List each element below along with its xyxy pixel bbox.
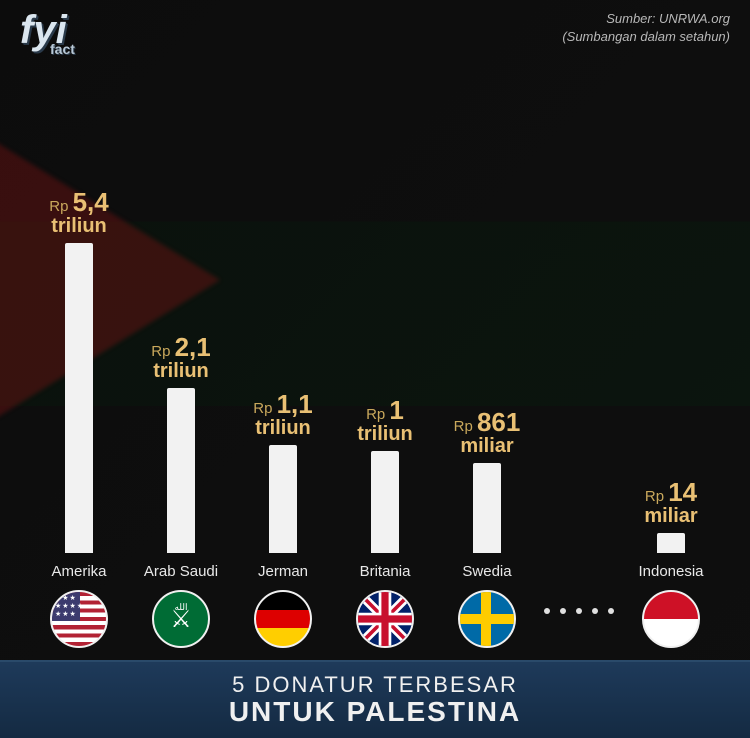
flag-icon <box>50 590 108 648</box>
chart-column: Rp 1 triliun Britania <box>338 397 432 648</box>
flag-icon <box>642 590 700 648</box>
value-unit: triliun <box>253 418 313 439</box>
country-name: Britania <box>360 563 411 580</box>
value-number: 1 <box>389 395 403 425</box>
bar <box>473 463 501 553</box>
value-number: 5,4 <box>73 187 109 217</box>
country-name: Indonesia <box>638 563 703 580</box>
bar-value-label: Rp 5,4 triliun <box>49 189 109 237</box>
flag-icon <box>356 590 414 648</box>
currency-prefix: Rp <box>645 488 668 505</box>
dot <box>544 608 550 614</box>
chart-column: Rp 1,1 triliun Jerman <box>236 391 330 648</box>
dot <box>592 608 598 614</box>
value-number: 861 <box>477 407 520 437</box>
chart-column: Rp 861 miliar Swedia <box>440 409 534 648</box>
value-unit: triliun <box>49 216 109 237</box>
bar <box>657 533 685 553</box>
currency-prefix: Rp <box>454 418 477 435</box>
bar <box>65 243 93 553</box>
source-citation: Sumber: UNRWA.org (Sumbangan dalam setah… <box>562 10 730 46</box>
logo-subtext: fact <box>50 44 75 55</box>
chart-column: Rp 14 miliar Indonesia <box>624 479 718 648</box>
bar <box>167 388 195 553</box>
value-number: 14 <box>668 477 697 507</box>
country-name: Swedia <box>462 563 511 580</box>
flag-icon <box>152 590 210 648</box>
currency-prefix: Rp <box>253 400 276 417</box>
bar-value-label: Rp 1 triliun <box>357 397 413 445</box>
value-unit: miliar <box>644 506 697 527</box>
flag-icon <box>458 590 516 648</box>
value-number: 1,1 <box>277 389 313 419</box>
donation-bar-chart: Rp 5,4 triliun Amerika Rp 2,1 triliun Ar… <box>0 90 750 658</box>
brand-logo: fyi fact <box>20 14 75 55</box>
value-unit: miliar <box>454 436 521 457</box>
currency-prefix: Rp <box>151 343 174 360</box>
chart-column: Rp 2,1 triliun Arab Saudi <box>134 334 228 648</box>
dot <box>608 608 614 614</box>
currency-prefix: Rp <box>366 406 389 423</box>
value-unit: triliun <box>151 361 211 382</box>
ellipsis-dots <box>544 608 614 648</box>
source-line-1: Sumber: UNRWA.org <box>562 10 730 28</box>
bar-value-label: Rp 861 miliar <box>454 409 521 457</box>
value-number: 2,1 <box>175 332 211 362</box>
dot <box>576 608 582 614</box>
country-name: Jerman <box>258 563 308 580</box>
source-line-2: (Sumbangan dalam setahun) <box>562 28 730 46</box>
title-line-2: UNTUK PALESTINA <box>229 696 521 728</box>
currency-prefix: Rp <box>49 198 72 215</box>
bar <box>269 445 297 553</box>
title-line-1: 5 DONATUR TERBESAR <box>232 672 518 698</box>
bar-value-label: Rp 2,1 triliun <box>151 334 211 382</box>
bar <box>371 451 399 553</box>
chart-column: Rp 5,4 triliun Amerika <box>32 189 126 648</box>
bar-value-label: Rp 1,1 triliun <box>253 391 313 439</box>
country-name: Arab Saudi <box>144 563 218 580</box>
country-name: Amerika <box>51 563 106 580</box>
dot <box>560 608 566 614</box>
value-unit: triliun <box>357 424 413 445</box>
flag-icon <box>254 590 312 648</box>
bar-value-label: Rp 14 miliar <box>644 479 697 527</box>
title-footer: 5 DONATUR TERBESAR UNTUK PALESTINA <box>0 660 750 738</box>
